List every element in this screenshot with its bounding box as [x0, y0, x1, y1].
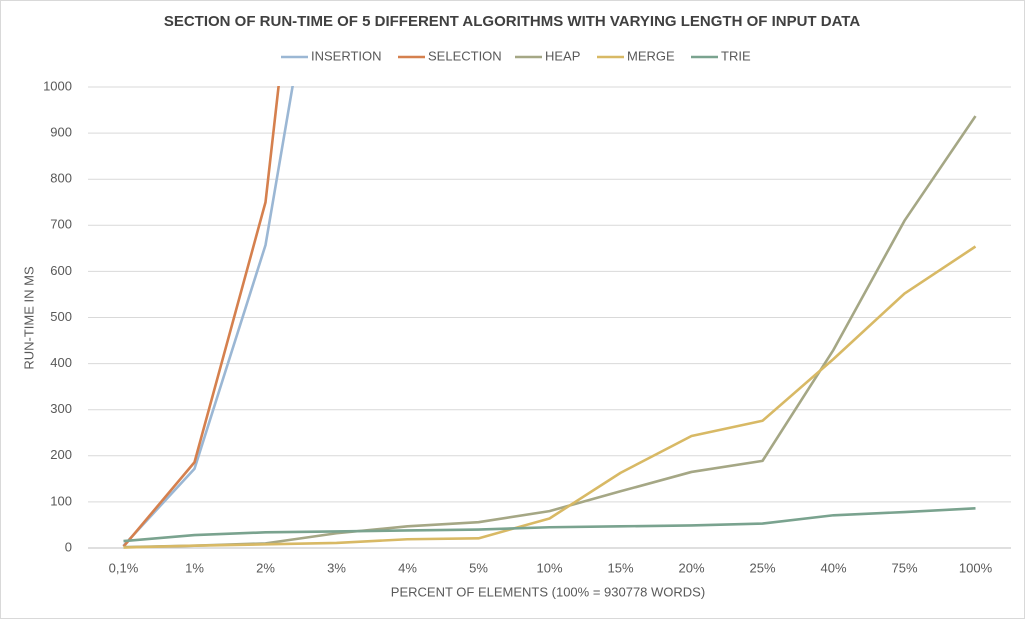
x-tick-label: 2%	[256, 560, 275, 575]
legend-label: INSERTION	[311, 48, 382, 63]
x-tick-label: 75%	[891, 560, 917, 575]
x-tick-label: 3%	[327, 560, 346, 575]
y-tick-label: 0	[65, 539, 72, 554]
series-line	[123, 245, 977, 549]
x-tick-label: 25%	[749, 560, 775, 575]
x-tick-label: 100%	[959, 560, 993, 575]
y-tick-label: 400	[50, 355, 72, 370]
x-tick-label: 1%	[185, 560, 204, 575]
y-axis-label: RUN-TIME IN MS	[21, 266, 36, 370]
legend-label: SELECTION	[428, 48, 502, 63]
y-tick-label: 200	[50, 447, 72, 462]
legend-label: TRIE	[721, 48, 751, 63]
legend-label: MERGE	[627, 48, 675, 63]
y-tick-label: 900	[50, 125, 72, 140]
y-tick-label: 800	[50, 171, 72, 186]
x-tick-label: 4%	[398, 560, 417, 575]
x-tick-label: 15%	[607, 560, 633, 575]
x-axis-label: PERCENT OF ELEMENTS (100% = 930778 WORDS…	[391, 584, 705, 599]
series-line	[122, 86, 294, 547]
series-line	[122, 86, 280, 548]
x-tick-label: 40%	[820, 560, 846, 575]
y-tick-label: 1000	[43, 78, 72, 93]
x-tick-label: 10%	[536, 560, 562, 575]
x-tick-label: 0,1%	[109, 560, 139, 575]
legend-label: HEAP	[545, 48, 580, 63]
x-tick-label: 20%	[678, 560, 704, 575]
y-tick-label: 600	[50, 263, 72, 278]
y-tick-label: 500	[50, 309, 72, 324]
y-tick-label: 100	[50, 493, 72, 508]
series-line	[123, 507, 976, 543]
y-tick-label: 700	[50, 217, 72, 232]
plot-area	[122, 86, 977, 549]
chart-title: SECTION OF RUN-TIME OF 5 DIFFERENT ALGOR…	[164, 13, 861, 30]
y-tick-label: 300	[50, 401, 72, 416]
x-tick-label: 5%	[469, 560, 488, 575]
